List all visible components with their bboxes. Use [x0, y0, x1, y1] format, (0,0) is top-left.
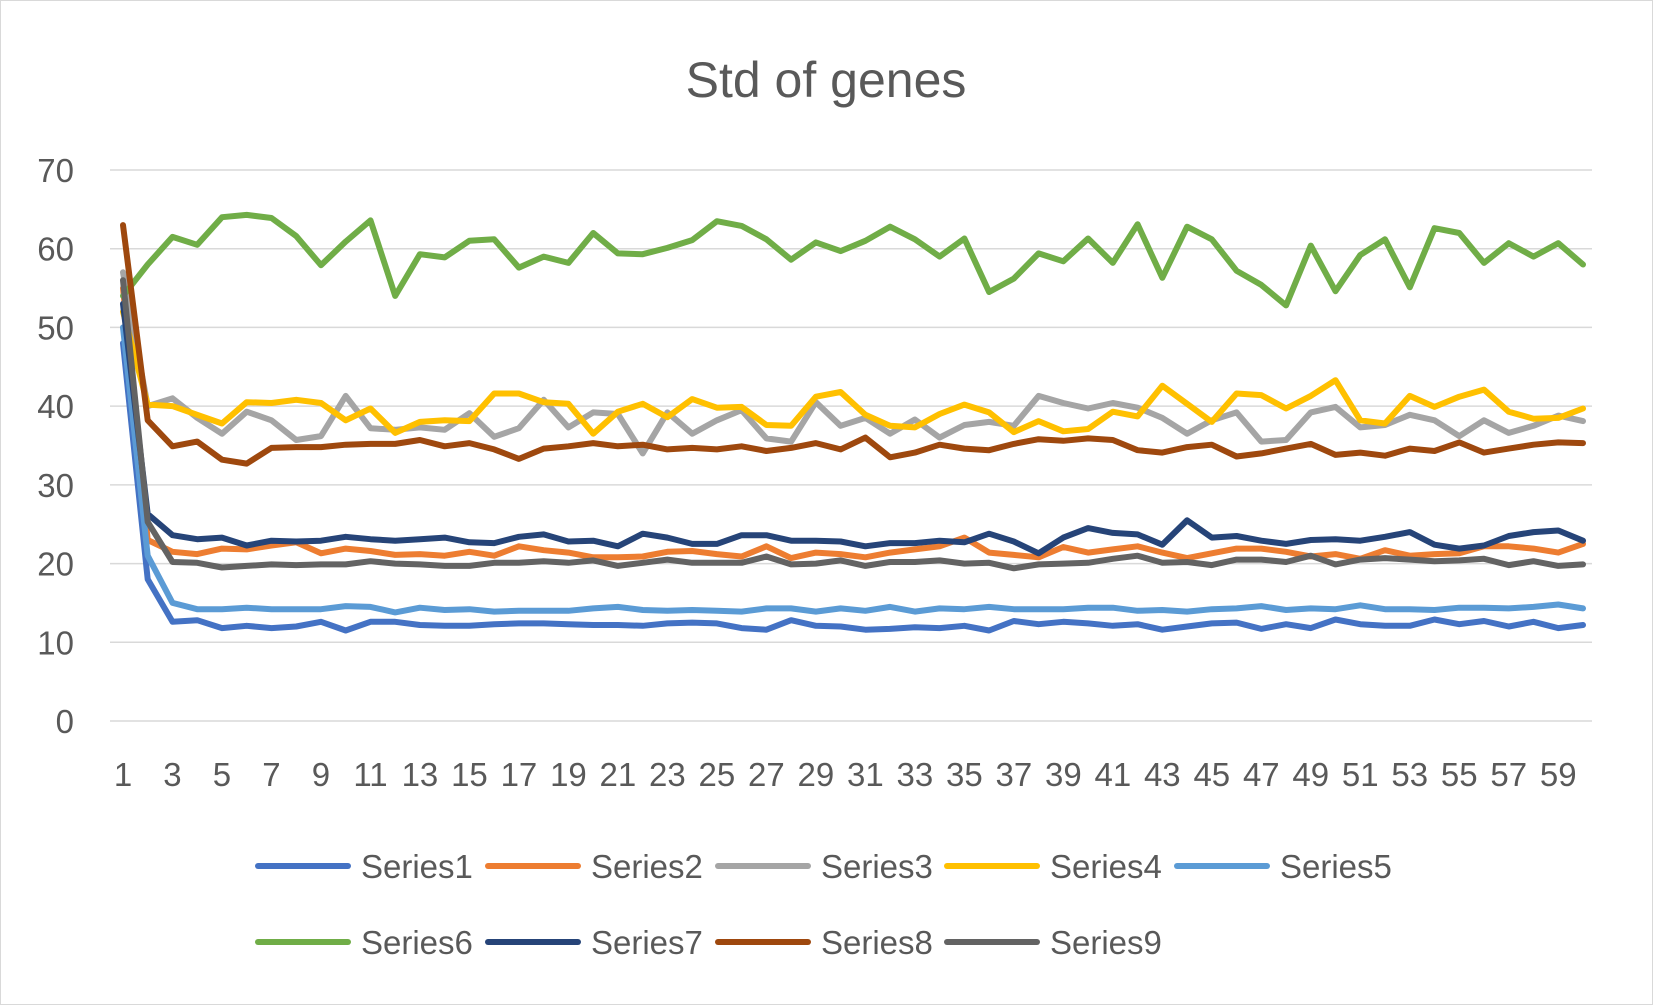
legend-label: Series4 [1050, 848, 1162, 885]
legend-label: Series2 [591, 848, 703, 885]
chart-title: Std of genes [686, 52, 967, 108]
series-line-series7 [120, 300, 1586, 557]
x-tick-label: 7 [262, 756, 280, 793]
x-tick-label: 21 [600, 756, 637, 793]
y-tick-label: 0 [56, 703, 74, 740]
series-line-series6 [120, 211, 1586, 309]
x-tick-label: 1 [114, 756, 132, 793]
series-line-series5 [120, 324, 1586, 616]
x-tick-label: 33 [897, 756, 934, 793]
x-tick-label: 59 [1540, 756, 1577, 793]
x-tick-label: 17 [501, 756, 538, 793]
x-tick-label: 43 [1144, 756, 1181, 793]
x-tick-label: 11 [353, 756, 387, 793]
x-tick-label: 27 [748, 756, 785, 793]
legend-label: Series8 [821, 924, 933, 961]
x-tick-label: 55 [1441, 756, 1478, 793]
y-tick-label: 40 [37, 388, 74, 425]
legend-label: Series6 [361, 924, 473, 961]
legend-label: Series9 [1050, 924, 1162, 961]
y-tick-label: 70 [37, 152, 74, 189]
x-tick-label: 37 [995, 756, 1032, 793]
legend-item-series3: Series3 [715, 848, 933, 885]
legend-label: Series5 [1280, 848, 1392, 885]
series-line-series3 [120, 269, 1586, 457]
x-tick-label: 29 [798, 756, 835, 793]
series-line-series8 [120, 222, 1586, 467]
series-lines [120, 211, 1586, 634]
y-tick-label: 30 [37, 467, 74, 504]
legend-label: Series1 [361, 848, 473, 885]
x-tick-label: 5 [213, 756, 231, 793]
x-tick-label: 51 [1342, 756, 1379, 793]
series-line-series4 [120, 308, 1586, 437]
legend-item-series4: Series4 [944, 848, 1162, 885]
series-line-series9 [120, 277, 1586, 572]
y-tick-label: 20 [37, 546, 74, 583]
series-line-series1 [120, 340, 1586, 634]
legend-item-series6: Series6 [255, 924, 473, 961]
legend-item-series7: Series7 [485, 924, 703, 961]
legend-item-series2: Series2 [485, 848, 703, 885]
x-tick-label: 53 [1391, 756, 1428, 793]
x-tick-label: 47 [1243, 756, 1280, 793]
x-tick-label: 15 [451, 756, 488, 793]
x-tick-label: 35 [946, 756, 983, 793]
legend: Series1 Series2 Series3 Series4 Series5 Serie… [255, 848, 1392, 961]
x-tick-label: 9 [312, 756, 330, 793]
y-tick-label: 60 [37, 231, 74, 268]
x-tick-label: 19 [550, 756, 587, 793]
y-tick-label: 10 [37, 624, 74, 661]
x-tick-label: 49 [1292, 756, 1329, 793]
legend-label: Series3 [821, 848, 933, 885]
legend-item-series9: Series9 [944, 924, 1162, 961]
x-tick-label: 45 [1193, 756, 1230, 793]
x-tick-label: 31 [847, 756, 884, 793]
x-tick-label: 3 [163, 756, 181, 793]
legend-item-series8: Series8 [715, 924, 933, 961]
y-tick-label: 50 [37, 309, 74, 346]
x-tick-label: 23 [649, 756, 686, 793]
x-tick-label: 25 [699, 756, 736, 793]
legend-item-series5: Series5 [1174, 848, 1392, 885]
x-tick-label: 13 [402, 756, 439, 793]
legend-item-series1: Series1 [255, 848, 473, 885]
x-tick-label: 41 [1094, 756, 1131, 793]
x-tick-label: 57 [1490, 756, 1527, 793]
x-axis-tick-labels: 1 3 5 7 9 11 13 15 17 19 21 23 25 27 29 31 33 35 37 39 41 43 4… [114, 756, 1577, 793]
series-line-series2 [120, 285, 1586, 562]
x-tick-label: 39 [1045, 756, 1082, 793]
legend-label: Series7 [591, 924, 703, 961]
y-axis-tick-labels: 0 10 20 30 40 50 60 70 [37, 152, 74, 740]
